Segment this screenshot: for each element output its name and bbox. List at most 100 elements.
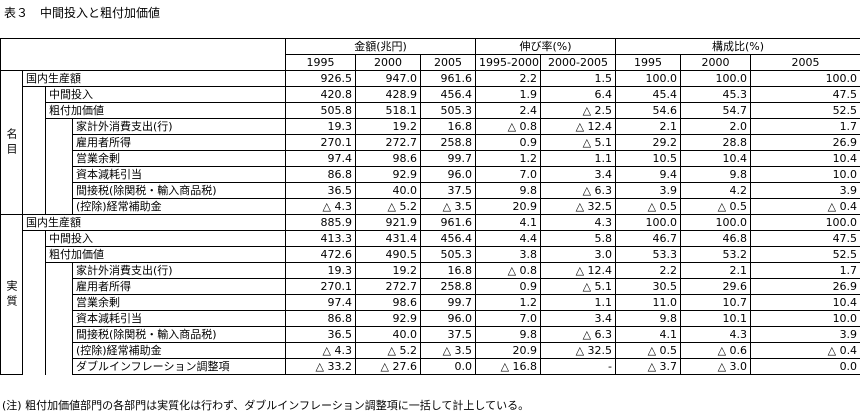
value-cell: 10.5: [615, 150, 682, 167]
indent-cell: [22, 166, 46, 183]
table-row: 営業余剰 97.4 98.6 99.7 1.2 1.1 10.5 10.4 10.4: [1, 150, 860, 167]
value-cell: 47.5: [750, 230, 860, 247]
value-cell: 0.9: [475, 134, 542, 151]
indent-cell: [45, 134, 73, 151]
indent-cell: [22, 278, 46, 295]
indent-cell: [22, 230, 46, 247]
value-cell: 431.4: [355, 230, 421, 247]
group-header: 金額(兆円): [284, 38, 477, 55]
row-label: 家計外消費支出(行): [72, 118, 286, 135]
value-cell: 40.0: [355, 326, 421, 343]
value-cell: 99.7: [419, 150, 477, 167]
indent-cell: [22, 358, 46, 375]
value-cell: 10.4: [680, 150, 752, 167]
value-cell: 46.8: [680, 230, 752, 247]
table-row: 家計外消費支出(行) 19.3 19.2 16.8 △ 0.8 △ 12.4 2.2 2.1 1…: [1, 262, 860, 279]
row-label: 間接税(除関税・輸入商品税): [72, 182, 286, 199]
value-cell: 100.0: [680, 70, 752, 87]
value-cell: △ 0.5: [615, 342, 682, 359]
value-cell: 3.8: [475, 246, 542, 263]
value-cell: 2.1: [680, 262, 752, 279]
value-cell: △ 3.0: [680, 358, 752, 375]
value-cell: △ 32.5: [540, 342, 617, 359]
value-cell: 921.9: [355, 214, 421, 231]
value-cell: 1.7: [750, 262, 860, 279]
value-cell: 3.4: [540, 310, 617, 327]
indent-cell: [22, 150, 46, 167]
value-cell: 99.7: [419, 294, 477, 311]
value-cell: 5.8: [540, 230, 617, 247]
indent-cell: [22, 182, 46, 199]
value-cell: 28.8: [680, 134, 752, 151]
value-cell: 9.8: [475, 326, 542, 343]
indent-cell: [45, 150, 73, 167]
indent-cell: [22, 294, 46, 311]
indent-cell: [45, 118, 73, 135]
value-cell: 19.3: [285, 262, 356, 279]
table-row: 資本減耗引当 86.8 92.9 96.0 7.0 3.4 9.8 10.1 10.0: [1, 310, 860, 327]
indent-cell: [22, 246, 46, 263]
value-cell: 11.0: [615, 294, 682, 311]
value-cell: 37.5: [419, 326, 477, 343]
row-label: 粗付加価値: [45, 246, 286, 263]
value-cell: 53.3: [615, 246, 682, 263]
value-cell: 100.0: [615, 214, 682, 231]
value-cell: 420.8: [285, 86, 356, 103]
value-cell: △ 33.2: [285, 358, 356, 375]
indent-cell: [45, 310, 73, 327]
column-header: 2000: [680, 54, 752, 71]
value-cell: △ 6.3: [540, 326, 617, 343]
value-cell: 36.5: [285, 182, 356, 199]
table-row: 間接税(除関税・輸入商品税) 36.5 40.0 37.5 9.8 △ 6.3 4.1 4.3…: [1, 326, 860, 343]
indent-cell: [22, 134, 46, 151]
value-cell: 30.5: [615, 278, 682, 295]
value-cell: 428.9: [355, 86, 421, 103]
table-row: ダブルインフレーション調整項 △ 33.2 △ 27.6 0.0 △ 16.8- △ 3.…: [1, 358, 860, 375]
value-cell: 10.4: [750, 150, 860, 167]
indent-cell: [45, 326, 73, 343]
indent-cell: [45, 182, 73, 199]
table-row: 中間投入 420.8 428.9 456.4 1.9 6.4 45.4 45.3 47.5: [1, 86, 860, 103]
value-cell: 490.5: [355, 246, 421, 263]
value-cell: △ 27.6: [355, 358, 421, 375]
table-row: 粗付加価値 505.8 518.1 505.3 2.4 △ 2.5 54.6 54.7 52.5: [1, 102, 860, 119]
value-cell: 1.2: [475, 150, 542, 167]
value-cell: 100.0: [680, 214, 752, 231]
table-row: (控除)経常補助金 △ 4.3 △ 5.2 △ 3.5 20.9 △ 32.5 △ 0.5 △…: [1, 342, 860, 359]
value-cell: 0.9: [475, 278, 542, 295]
value-cell: 26.9: [750, 278, 860, 295]
row-label: 国内生産額: [22, 70, 286, 87]
group-header: 伸び率(%): [475, 38, 617, 55]
value-cell: 45.3: [680, 86, 752, 103]
value-cell: 1.1: [540, 150, 617, 167]
value-cell: 52.5: [750, 246, 860, 263]
indent-cell: [22, 326, 46, 343]
value-cell: 98.6: [355, 150, 421, 167]
value-cell: 258.8: [419, 134, 477, 151]
value-cell: 10.1: [680, 310, 752, 327]
value-cell: 3.0: [540, 246, 617, 263]
value-cell: 10.4: [750, 294, 860, 311]
row-label: 間接税(除関税・輸入商品税): [72, 326, 286, 343]
value-cell: 926.5: [285, 70, 356, 87]
value-cell: 29.6: [680, 278, 752, 295]
value-cell: 19.2: [355, 118, 421, 135]
row-label: 家計外消費支出(行): [72, 262, 286, 279]
table-body: 名目 国内生産額 926.5 947.0 961.6 2.2 1.5 100.0 100.0 10…: [0, 70, 860, 375]
value-cell: 37.5: [419, 182, 477, 199]
value-cell: 272.7: [355, 278, 421, 295]
value-cell: 86.8: [285, 166, 356, 183]
value-cell: 413.3: [285, 230, 356, 247]
value-cell: 258.8: [419, 278, 477, 295]
value-cell: 4.3: [540, 214, 617, 231]
value-cell: 505.3: [419, 246, 477, 263]
section-label: 名目: [0, 70, 23, 215]
value-cell: 270.1: [285, 134, 356, 151]
value-cell: △ 16.8: [475, 358, 542, 375]
value-cell: 961.6: [419, 70, 477, 87]
value-cell: 2.2: [615, 262, 682, 279]
value-cell: △ 4.3: [285, 342, 356, 359]
value-cell: △ 5.1: [540, 278, 617, 295]
value-cell: 9.8: [615, 310, 682, 327]
